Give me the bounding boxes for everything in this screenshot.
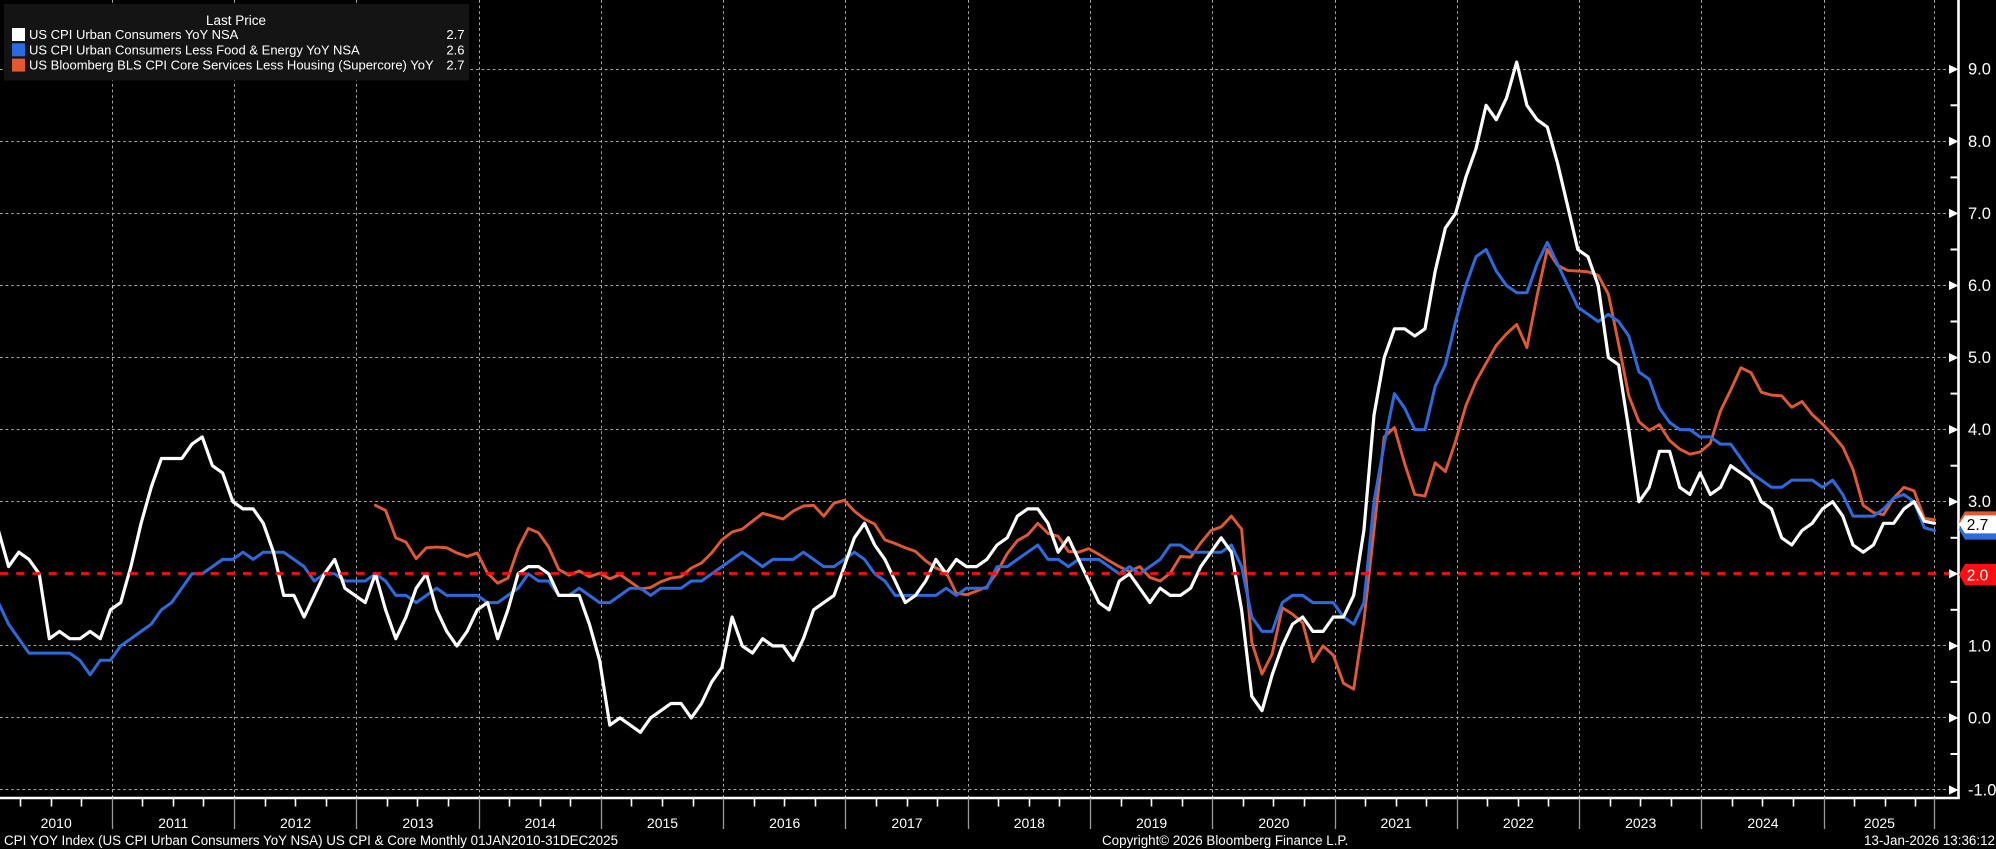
svg-text:8.0: 8.0 xyxy=(1968,133,1991,151)
svg-text:2.6: 2.6 xyxy=(446,42,464,57)
svg-text:US CPI Urban Consumers Less Fo: US CPI Urban Consumers Less Food & Energ… xyxy=(29,42,360,57)
svg-text:US Bloomberg BLS CPI Core Serv: US Bloomberg BLS CPI Core Services Less … xyxy=(29,58,434,73)
svg-text:Last Price: Last Price xyxy=(206,13,266,28)
svg-text:2.7: 2.7 xyxy=(446,27,464,42)
svg-text:2014: 2014 xyxy=(525,815,556,831)
svg-text:0.0: 0.0 xyxy=(1968,709,1991,727)
svg-text:13-Jan-2026 13:36:12: 13-Jan-2026 13:36:12 xyxy=(1864,833,1995,848)
svg-text:2016: 2016 xyxy=(769,815,800,831)
svg-text:4.0: 4.0 xyxy=(1968,421,1991,439)
svg-text:2013: 2013 xyxy=(402,815,433,831)
svg-text:2021: 2021 xyxy=(1381,815,1412,831)
svg-text:1.0: 1.0 xyxy=(1968,637,1991,655)
svg-text:2010: 2010 xyxy=(41,815,72,831)
svg-text:2017: 2017 xyxy=(891,815,922,831)
svg-text:2020: 2020 xyxy=(1258,815,1289,831)
svg-text:2022: 2022 xyxy=(1503,815,1534,831)
svg-text:-1.0: -1.0 xyxy=(1968,781,1996,799)
svg-text:2015: 2015 xyxy=(647,815,678,831)
svg-text:9.0: 9.0 xyxy=(1968,61,1991,79)
svg-text:2025: 2025 xyxy=(1864,815,1895,831)
svg-text:2018: 2018 xyxy=(1014,815,1045,831)
svg-text:US CPI Urban Consumers YoY NSA: US CPI Urban Consumers YoY NSA xyxy=(29,27,239,42)
svg-text:2.7: 2.7 xyxy=(1967,517,1989,534)
svg-text:2019: 2019 xyxy=(1136,815,1167,831)
svg-text:6.0: 6.0 xyxy=(1968,277,1991,295)
svg-text:3.0: 3.0 xyxy=(1968,493,1991,511)
svg-text:7.0: 7.0 xyxy=(1968,205,1991,223)
svg-text:2023: 2023 xyxy=(1625,815,1656,831)
svg-text:2.0: 2.0 xyxy=(1967,567,1989,584)
svg-text:2024: 2024 xyxy=(1747,815,1778,831)
svg-text:2011: 2011 xyxy=(158,815,188,831)
svg-text:2.7: 2.7 xyxy=(446,58,464,73)
svg-text:Copyright© 2026 Bloomberg Fina: Copyright© 2026 Bloomberg Finance L.P. xyxy=(1102,833,1348,848)
svg-text:2012: 2012 xyxy=(280,815,311,831)
svg-text:CPI YOY Index (US CPI Urban Co: CPI YOY Index (US CPI Urban Consumers Yo… xyxy=(4,833,618,848)
svg-text:5.0: 5.0 xyxy=(1968,349,1991,367)
